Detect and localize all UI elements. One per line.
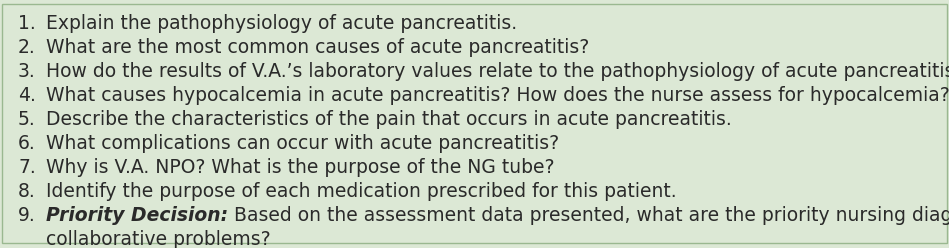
Text: How do the results of V.A.’s laboratory values relate to the pathophysiology of : How do the results of V.A.’s laboratory …	[46, 62, 949, 81]
Text: Why is V.A. NPO? What is the purpose of the NG tube?: Why is V.A. NPO? What is the purpose of …	[46, 158, 554, 177]
Text: What complications can occur with acute pancreatitis?: What complications can occur with acute …	[46, 134, 559, 153]
Text: Identify the purpose of each medication prescribed for this patient.: Identify the purpose of each medication …	[46, 182, 677, 201]
Text: Explain the pathophysiology of acute pancreatitis.: Explain the pathophysiology of acute pan…	[46, 14, 517, 33]
Text: What are the most common causes of acute pancreatitis?: What are the most common causes of acute…	[46, 38, 589, 57]
Text: 4.: 4.	[18, 86, 36, 105]
Text: 6.: 6.	[18, 134, 36, 153]
Text: collaborative problems?: collaborative problems?	[46, 230, 270, 248]
Text: 5.: 5.	[18, 110, 36, 129]
Text: Priority Decision:: Priority Decision:	[46, 206, 228, 225]
Text: 3.: 3.	[18, 62, 36, 81]
Text: 2.: 2.	[18, 38, 36, 57]
Text: What causes hypocalcemia in acute pancreatitis? How does the nurse assess for hy: What causes hypocalcemia in acute pancre…	[46, 86, 949, 105]
Text: Based on the assessment data presented, what are the priority nursing diagnoses?: Based on the assessment data presented, …	[228, 206, 949, 225]
Text: 9.: 9.	[18, 206, 36, 225]
Text: 7.: 7.	[18, 158, 36, 177]
Text: Describe the characteristics of the pain that occurs in acute pancreatitis.: Describe the characteristics of the pain…	[46, 110, 732, 129]
FancyBboxPatch shape	[2, 4, 947, 243]
Text: 8.: 8.	[18, 182, 36, 201]
Text: 1.: 1.	[18, 14, 36, 33]
